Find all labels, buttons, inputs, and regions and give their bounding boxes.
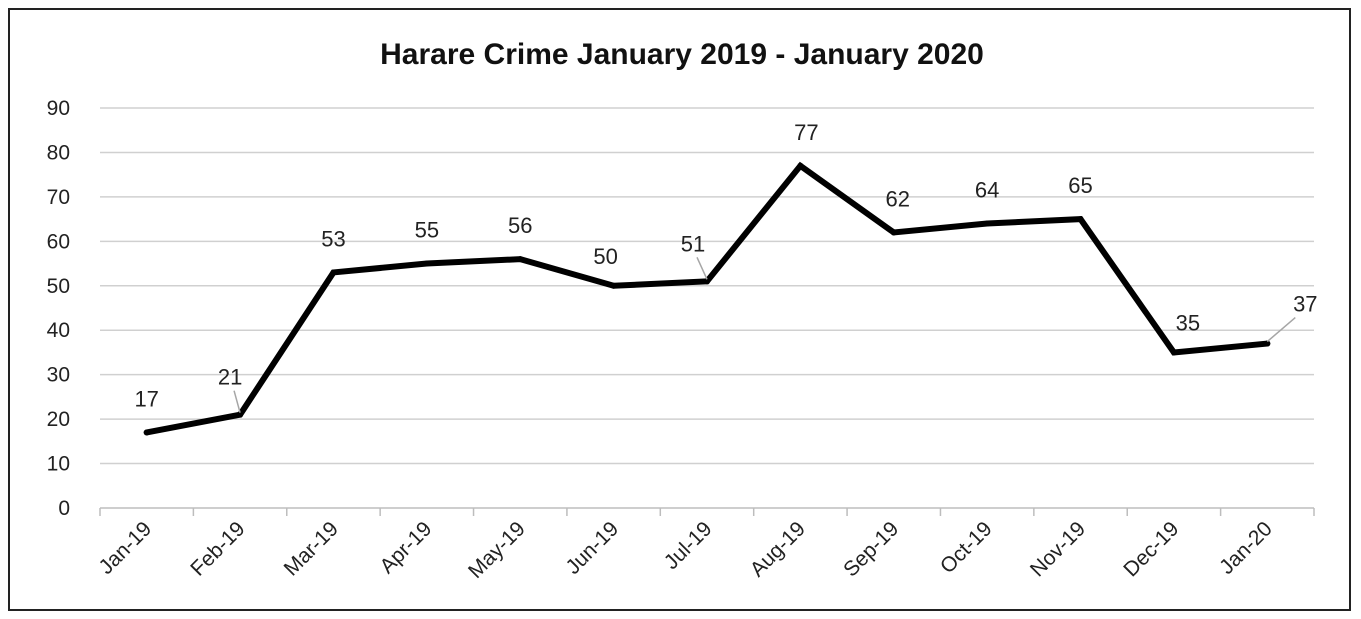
y-tick-label: 20	[47, 408, 70, 431]
series-line	[143, 161, 1271, 436]
data-point	[423, 260, 430, 267]
data-label: 51	[681, 231, 705, 256]
y-tick-label: 50	[47, 275, 70, 298]
x-tick-label: Nov-19	[1026, 517, 1090, 581]
data-label: 17	[134, 386, 158, 411]
data-label: 53	[321, 226, 345, 251]
x-axis: Jan-19 Feb-19 Mar-19 Apr-19 May-19 Jun-19 Jul-…	[95, 508, 1315, 583]
data-point	[143, 429, 150, 436]
x-tick-label: May-19	[464, 517, 530, 583]
data-label-leader	[233, 390, 241, 413]
y-axis: 0 10 20 30 40 50 60 70 80 90	[47, 97, 70, 520]
data-point	[704, 278, 710, 285]
x-tick-label: Feb-19	[186, 517, 249, 580]
y-tick-label: 30	[47, 364, 70, 387]
data-label: 65	[1068, 173, 1092, 198]
data-label: 64	[975, 178, 999, 203]
x-tick-label: Jan-20	[1215, 517, 1277, 579]
y-tick-label: 90	[47, 97, 70, 120]
data-labels: 17 21 53 55 56 50 51 77 62 64 65 35 37	[134, 120, 1318, 413]
x-tick-label: Apr-19	[376, 517, 437, 578]
data-point	[1170, 349, 1177, 356]
data-label-leader	[696, 257, 708, 280]
data-point	[237, 411, 244, 418]
data-label: 56	[508, 213, 532, 238]
y-tick-label: 0	[58, 497, 70, 520]
y-tick-label: 70	[47, 186, 70, 209]
x-tick-label: Dec-19	[1119, 517, 1183, 581]
data-label: 21	[218, 365, 242, 390]
data-label: 55	[415, 218, 439, 243]
data-label-leader	[1266, 316, 1296, 343]
x-tick-label: Aug-19	[746, 517, 810, 581]
y-tick-label: 10	[47, 453, 70, 476]
series-layer	[143, 161, 1271, 436]
y-tick-label: 40	[47, 319, 70, 342]
x-tick-label: Mar-19	[280, 517, 343, 580]
data-point	[1264, 340, 1271, 347]
data-point	[890, 229, 897, 236]
y-tick-label: 60	[47, 230, 70, 253]
data-point	[984, 220, 991, 227]
y-tick-label: 80	[47, 141, 70, 164]
x-tick-label: Jul-19	[660, 517, 717, 574]
x-tick-label: Oct-19	[936, 517, 997, 578]
x-tick-label: Jan-19	[95, 517, 157, 579]
data-label: 35	[1176, 310, 1200, 335]
data-label: 62	[886, 186, 910, 211]
x-tick-label: Jun-19	[561, 517, 623, 579]
chart-title: Harare Crime January 2019 - January 2020	[380, 38, 984, 71]
data-point	[797, 162, 804, 169]
gridlines	[100, 107, 1314, 509]
data-point	[1077, 216, 1084, 223]
data-label: 37	[1293, 292, 1317, 317]
data-point	[517, 256, 524, 263]
data-point	[610, 282, 617, 289]
data-label: 50	[593, 244, 617, 269]
data-label: 77	[794, 120, 818, 145]
data-point	[330, 269, 337, 276]
x-tick-label: Sep-19	[839, 517, 903, 581]
